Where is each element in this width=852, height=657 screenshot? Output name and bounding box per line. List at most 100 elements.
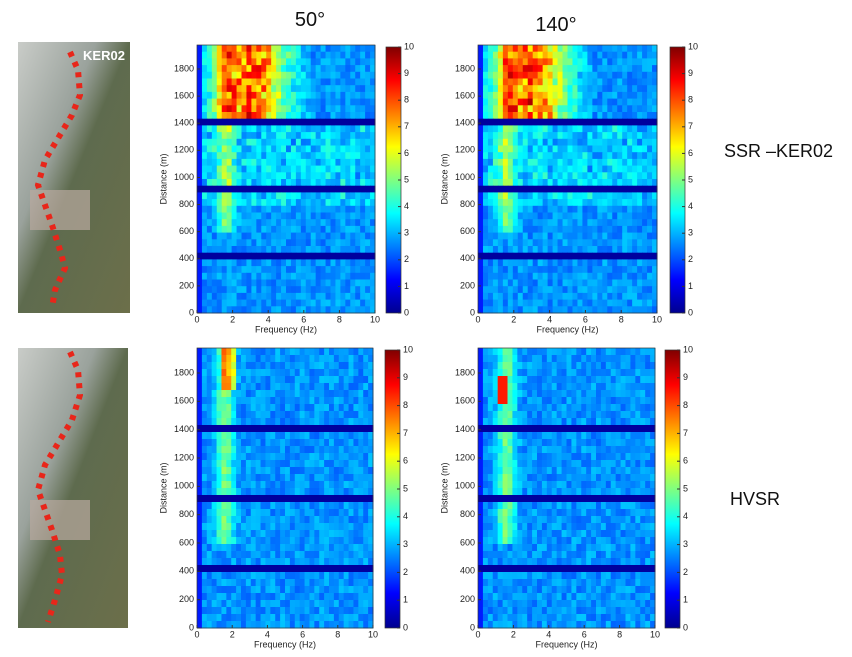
heatmap-cell [503, 172, 508, 179]
heatmap-cell [319, 544, 324, 552]
heatmap-cell [217, 58, 222, 65]
heatmap-cell [290, 474, 295, 482]
heatmap-cell [630, 348, 635, 356]
heatmap-cell [280, 537, 285, 545]
heatmap-cell [538, 166, 543, 173]
heatmap-cell [548, 79, 553, 86]
heatmap-cell [270, 558, 275, 566]
heatmap-cell [319, 572, 324, 580]
heatmap-cell [602, 273, 607, 280]
heatmap-cell [222, 159, 227, 166]
heatmap-cell [217, 474, 222, 482]
heatmap-cell [275, 586, 280, 594]
heatmap-cell [222, 192, 227, 199]
heatmap-cell [329, 516, 334, 524]
heatmap-cell [286, 132, 291, 139]
heatmap-cell [642, 239, 647, 246]
heatmap-cell [637, 119, 642, 126]
heatmap-cell [275, 516, 280, 524]
heatmap-cell [582, 65, 587, 72]
heatmap-cell [518, 219, 523, 226]
heatmap-cell [314, 453, 319, 461]
heatmap-cell [270, 383, 275, 391]
heatmap-cell [563, 219, 568, 226]
heatmap-cell [212, 159, 217, 166]
heatmap-cell [227, 45, 232, 52]
heatmap-cell [251, 614, 256, 622]
heatmap-cell [280, 376, 285, 384]
heatmap-cell [563, 99, 568, 106]
heatmap-cell [207, 481, 212, 489]
heatmap-cell [577, 233, 582, 240]
heatmap-cell [543, 246, 548, 253]
heatmap-cell [563, 119, 568, 126]
heatmap-cell [202, 586, 207, 594]
heatmap-cell [270, 446, 275, 454]
heatmap-cell [647, 92, 652, 99]
heatmap-cell [533, 112, 538, 119]
heatmap-cell [483, 179, 488, 186]
heatmap-cell [251, 383, 256, 391]
heatmap-cell [532, 369, 537, 377]
map-image [18, 42, 130, 628]
heatmap-cell [197, 502, 202, 510]
heatmap-cell [637, 65, 642, 72]
heatmap-cell [301, 259, 306, 266]
heatmap-cell [478, 79, 483, 86]
heatmap-cell [286, 186, 291, 193]
heatmap-cell [353, 362, 358, 370]
heatmap-cell [261, 300, 266, 307]
heatmap-cell [212, 85, 217, 92]
heatmap-cell [335, 152, 340, 159]
heatmap-cell [602, 280, 607, 287]
heatmap-cell [602, 159, 607, 166]
heatmap-cell [232, 293, 237, 300]
heatmap-cell [632, 105, 637, 112]
heatmap-cell [324, 565, 329, 573]
heatmap-cell [331, 199, 336, 206]
heatmap-cell [523, 105, 528, 112]
heatmap-cell [261, 286, 266, 293]
heatmap-cell [483, 206, 488, 213]
heatmap-cell [503, 79, 508, 86]
heatmap-cell [316, 233, 321, 240]
heatmap-cell [642, 125, 647, 132]
heatmap-cell [329, 397, 334, 405]
heatmap-cell [349, 579, 354, 587]
heatmap-cell [627, 152, 632, 159]
heatmap-cell [528, 166, 533, 173]
heatmap-cell [321, 79, 326, 86]
heatmap-cell [582, 293, 587, 300]
heatmap-cell [314, 586, 319, 594]
heatmap-cell [558, 192, 563, 199]
heatmap-cell [542, 439, 547, 447]
heatmap-cell [353, 348, 358, 356]
heatmap-cell [349, 523, 354, 531]
heatmap-cell [612, 239, 617, 246]
heatmap-cell [256, 179, 261, 186]
heatmap-cell [528, 45, 533, 52]
heatmap-cell [340, 146, 345, 153]
heatmap-cell [601, 404, 606, 412]
heatmap-cell [256, 192, 261, 199]
heatmap-cell [355, 58, 360, 65]
heatmap-cell [622, 213, 627, 220]
heatmap-cell [640, 362, 645, 370]
heatmap-cell [285, 355, 290, 363]
heatmap-cell [597, 132, 602, 139]
heatmap-cell [528, 192, 533, 199]
heatmap-cell [256, 206, 261, 213]
heatmap-cell [640, 432, 645, 440]
heatmap-cell [280, 453, 285, 461]
heatmap-cell [202, 253, 207, 260]
heatmap-cell [577, 58, 582, 65]
heatmap-cell [309, 621, 314, 629]
heatmap-cell [281, 45, 286, 52]
heatmap-cell [261, 502, 266, 510]
heatmap-cell [622, 286, 627, 293]
heatmap-cell [642, 172, 647, 179]
heatmap-cell [493, 300, 498, 307]
heatmap-cell [202, 481, 207, 489]
heatmap-cell [246, 355, 251, 363]
heatmap-cell [617, 146, 622, 153]
